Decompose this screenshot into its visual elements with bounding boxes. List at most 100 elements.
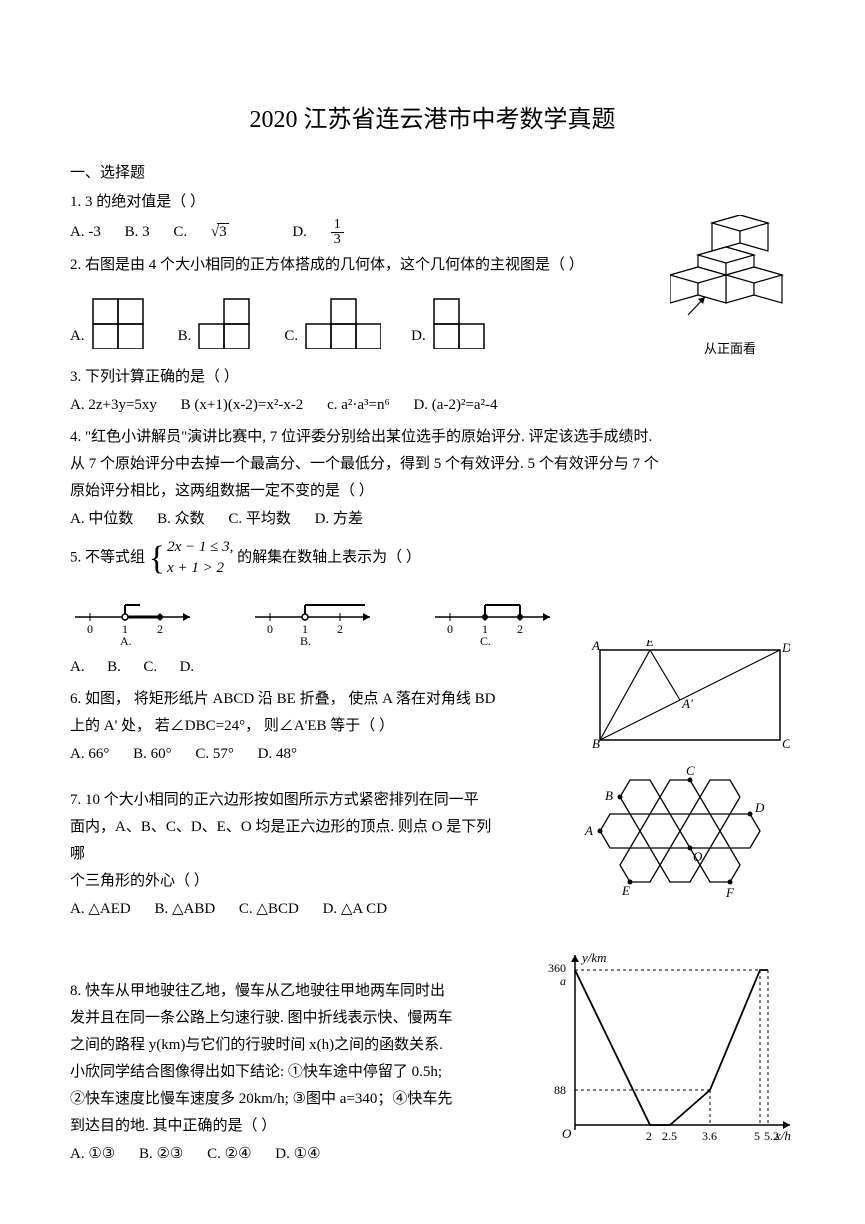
q1-optD-num: 1 [331,218,344,233]
q8-line1: 8. 快车从甲地驶往乙地，慢车从乙地驶往甲地两车同时出 [70,978,520,1005]
rect-fold-figure: A E D B C A' [570,640,790,760]
q5-eq1: 2x − 1 ≤ 3, [167,537,233,558]
q2-optA: A. [70,294,148,349]
q5-prefix: 5. 不等式组 [70,550,145,566]
q6-line2: 上的 A' 处， 若∠DBC=24°， 则∠A'EB 等于（ ） [70,713,500,740]
svg-text:a: a [560,974,566,988]
q8-line2: 发并且在同一条公路上匀速行驶. 图中折线表示快、慢两车 [70,1005,520,1032]
q7-line1: 7. 10 个大小相同的正六边形按如图所示方式紧密排列在同一平 [70,787,500,814]
svg-text:O: O [693,849,703,864]
q3-optB: B (x+1)(x-2)=x²-x-2 [181,393,304,419]
q1-optA: A. -3 [70,220,101,246]
svg-text:0: 0 [267,622,273,636]
section-header: 一、选择题 [70,161,795,187]
svg-text:C.: C. [480,634,491,647]
q7-line2: 面内，A、B、C、D、E、O 均是正六边形的顶点. 则点 O 是下列哪 [70,814,500,868]
q4-options: A. 中位数 B. 众数 C. 平均数 D. 方差 [70,507,795,533]
svg-text:2: 2 [646,1129,652,1143]
q5-text: 5. 不等式组 { 2x − 1 ≤ 3, x + 1 > 2 的解集在数轴上表… [70,537,795,579]
q3-text: 3. 下列计算正确的是（ ） [70,364,795,391]
q8-line5: ②快车速度比慢车速度多 20km/h; ③图中 a=340；④快车先 [70,1086,520,1113]
q6-line1: 6. 如图， 将矩形纸片 ABCD 沿 BE 折叠， 使点 A 落在对角线 BD [70,686,500,713]
q8-line4: 小欣同学结合图像得出如下结论: ①快车途中停留了 0.5h; [70,1059,520,1086]
q6-optB: B. 60° [133,742,172,768]
q7-options: A. △AED B. △ABD C. △BCD D. △A CD [70,897,500,923]
q2-optA-label: A. [70,324,85,350]
svg-text:2.5: 2.5 [662,1129,677,1143]
q4-optA: A. 中位数 [70,507,133,533]
svg-text:y/km: y/km [580,950,607,965]
q2-optD-label: D. [411,324,426,350]
svg-text:2: 2 [337,622,343,636]
q1-optD-den: 3 [331,233,344,247]
q4-line1: 4. "红色小讲解员"演讲比赛中, 7 位评委分别给出某位选手的原始评分. 评定… [70,424,795,451]
svg-text:2: 2 [157,622,163,636]
svg-text:2: 2 [517,622,523,636]
question-8: 8. 快车从甲地驶往乙地，慢车从乙地驶往甲地两车同时出 发并且在同一条公路上匀速… [70,978,520,1168]
svg-text:88: 88 [554,1083,566,1097]
svg-text:E: E [621,883,630,898]
q3-optA: A. 2z+3y=5xy [70,393,157,419]
svg-text:3.6: 3.6 [702,1129,717,1143]
question-3: 3. 下列计算正确的是（ ） A. 2z+3y=5xy B (x+1)(x-2)… [70,364,795,419]
q3-optC: c. a²·a³=n⁶ [327,393,390,419]
page-title: 2020 江苏省连云港市中考数学真题 [70,100,795,141]
svg-text:0: 0 [87,622,93,636]
speed-chart-figure: y/km 360 a 88 O 2 2.5 3.6 5 5.2 x/h [540,950,790,1160]
q2-optB: B. [178,294,255,349]
q6-options: A. 66° B. 60° C. 57° D. 48° [70,742,500,768]
q6-optC: C. 57° [195,742,234,768]
svg-text:F: F [725,885,735,900]
q6-optA: A. 66° [70,742,109,768]
q7-optC: C. △BCD [239,897,299,923]
q2-text: 2. 右图是由 4 个大小相同的正方体搭成的几何体，这个几何体的主视图是（ ） [70,252,795,279]
q7-line3: 个三角形的外心（ ） [70,868,500,895]
q1-optC-val: 3 [217,223,229,240]
question-4: 4. "红色小讲解员"演讲比赛中, 7 位评委分别给出某位选手的原始评分. 评定… [70,424,795,533]
q5-numberline-A: 0 1 2 A. [70,597,200,647]
q1-optC: C. 3 [173,220,268,246]
svg-text:B.: B. [300,634,311,647]
svg-text:360: 360 [548,961,566,975]
q8-optC: C. ②④ [207,1142,251,1168]
svg-text:C: C [686,765,695,778]
question-7: 7. 10 个大小相同的正六边形按如图所示方式紧密排列在同一平 面内，A、B、C… [70,787,500,923]
q8-optB: B. ②③ [139,1142,183,1168]
svg-text:0: 0 [447,622,453,636]
q1-text: 1. 3 的绝对值是（ ） [70,189,795,216]
q7-optA: A. △AED [70,897,131,923]
q5-suffix: 的解集在数轴上表示为（ ） [237,550,421,566]
q5-eq2: x + 1 > 2 [167,558,233,579]
q1-optC-prefix: C. [173,224,191,240]
q2-optC: C. [284,294,381,349]
q2-options: A. B. C. D. [70,294,795,349]
question-6: 6. 如图， 将矩形纸片 ABCD 沿 BE 折叠， 使点 A 落在对角线 BD… [70,686,500,768]
q2-optB-label: B. [178,324,192,350]
q5-numberline-C: 0 1 2 C. [430,597,560,647]
q1-optD-prefix: D. [292,224,310,240]
q8-optD: D. ①④ [275,1142,320,1168]
q7-optB: B. △ABD [154,897,215,923]
q6-optD: D. 48° [258,742,297,768]
q4-line2: 从 7 个原始评分中去掉一个最高分、一个最低分，得到 5 个有效评分. 5 个有… [70,451,795,478]
q4-line3: 原始评分相比，这两组数据一定不变的是（ ） [70,478,795,505]
svg-text:D: D [781,640,790,655]
svg-text:E: E [645,640,654,649]
q8-line3: 之间的路程 y(km)与它们的行驶时间 x(h)之间的函数关系. [70,1032,520,1059]
q3-optD: D. (a-2)²=a²-4 [413,393,497,419]
q2-optD: D. [411,294,489,349]
q1-optB: B. 3 [125,220,150,246]
q4-optC: C. 平均数 [228,507,291,533]
svg-text:B: B [605,788,613,803]
question-2: 2. 右图是由 4 个大小相同的正方体搭成的几何体，这个几何体的主视图是（ ） … [70,252,795,349]
svg-text:x/h: x/h [774,1128,791,1143]
q1-optD: D. 13 [292,218,383,247]
q2-optC-label: C. [284,324,298,350]
svg-text:O: O [562,1126,572,1141]
q8-line6: 到达目的地. 其中正确的是（ ） [70,1113,520,1140]
svg-text:A: A [591,640,600,653]
svg-text:5: 5 [754,1129,760,1143]
q8-options: A. ①③ B. ②③ C. ②④ D. ①④ [70,1142,520,1168]
svg-text:A': A' [681,696,693,711]
q4-optB: B. 众数 [157,507,205,533]
